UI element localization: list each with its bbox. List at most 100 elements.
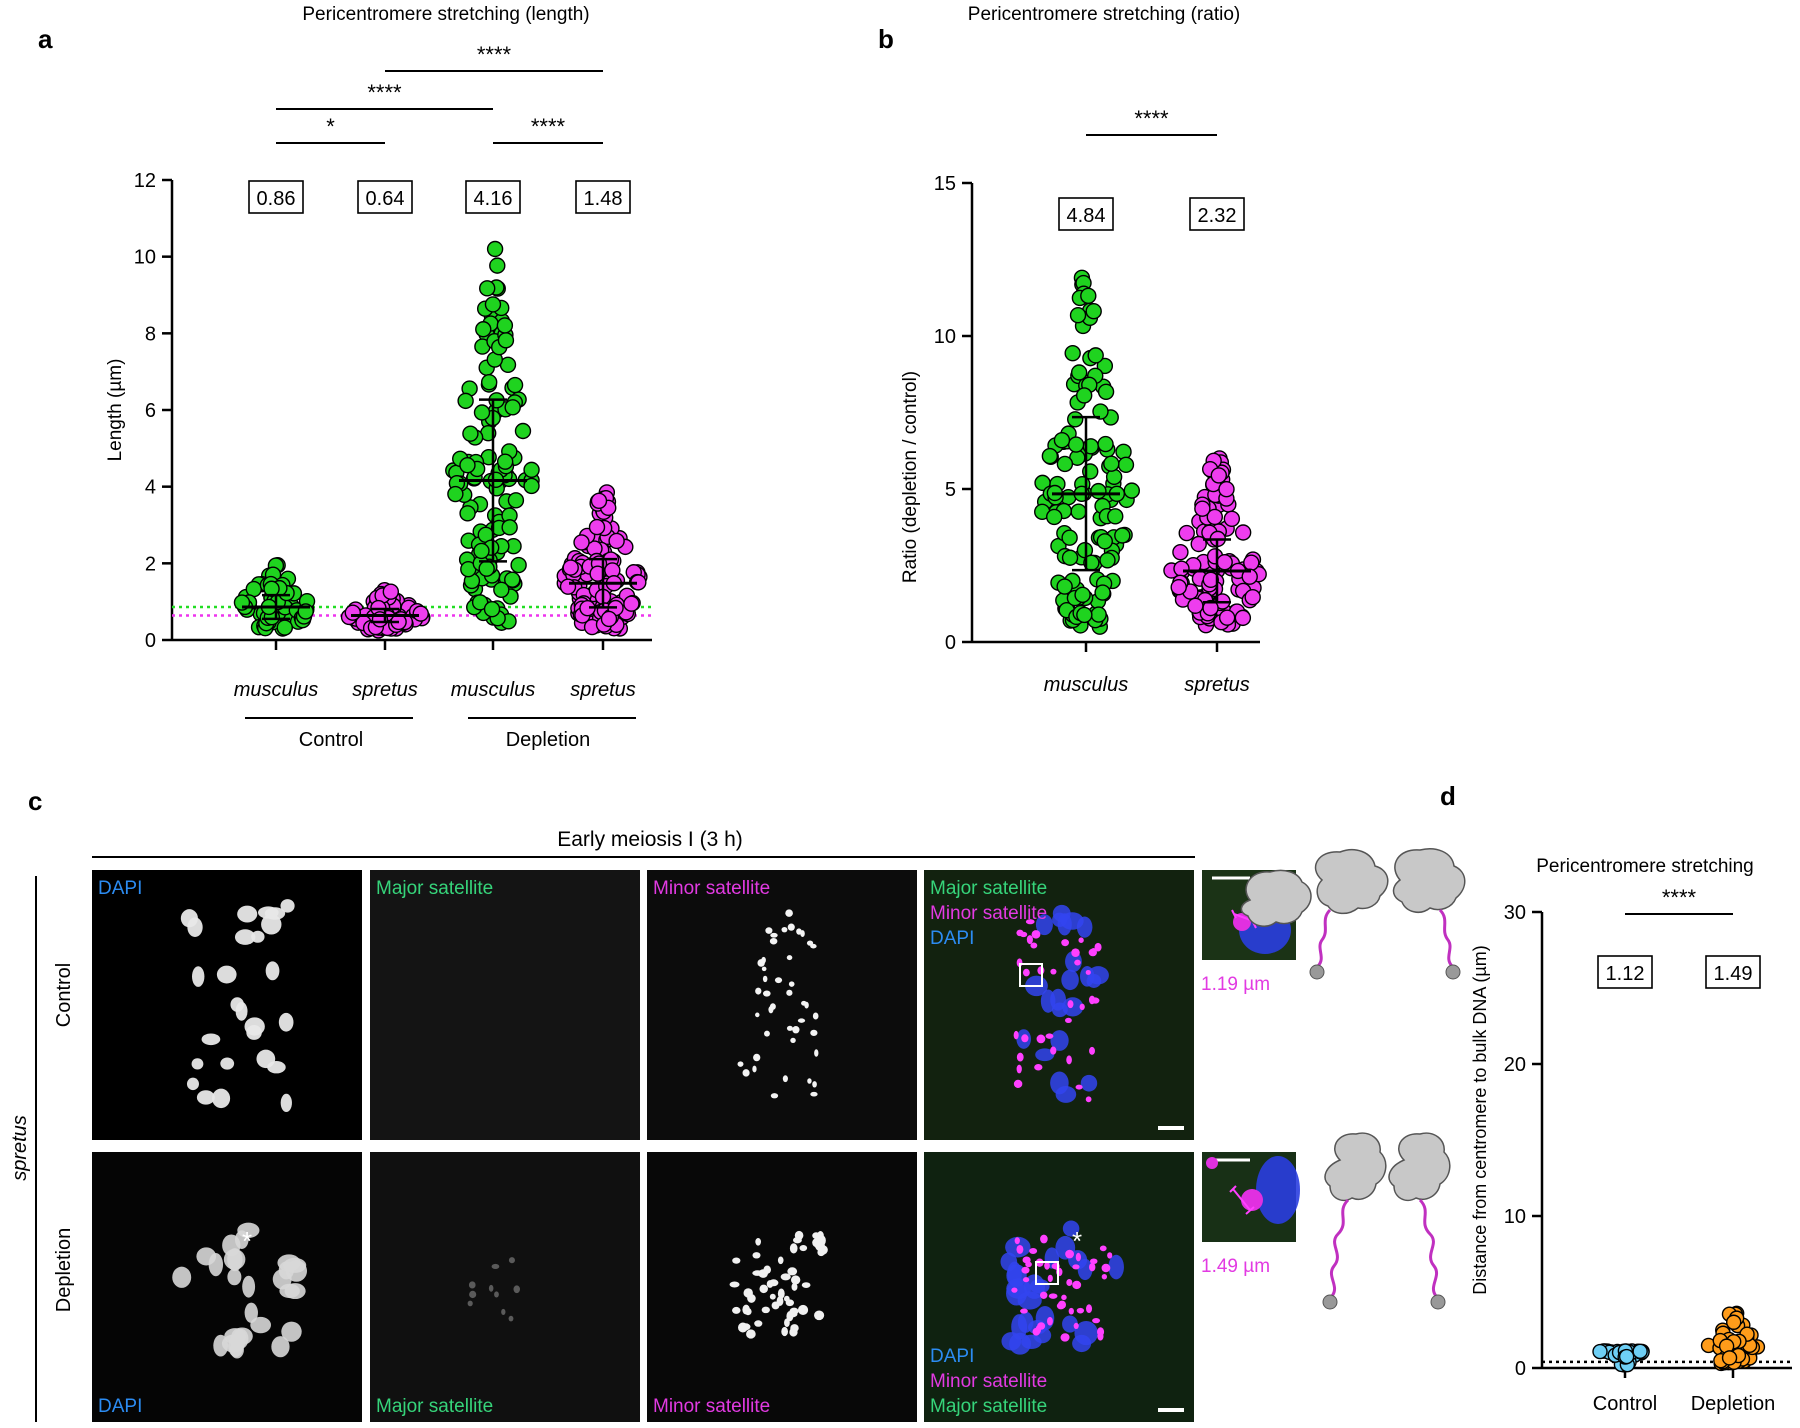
centromere-merge-spot (1067, 1000, 1074, 1009)
centromere-spot (752, 1252, 761, 1259)
chromosome-spot (224, 1328, 247, 1345)
y-tick-label: 0 (145, 630, 156, 652)
centromere-merge-spot (1092, 1317, 1101, 1324)
zoom-box-control (1019, 963, 1043, 987)
centromere-merge-spot (1026, 935, 1033, 945)
data-point (483, 600, 501, 618)
dna-spot (1061, 969, 1079, 991)
satellite-spot (488, 1284, 494, 1292)
dna-spot (1035, 1048, 1055, 1062)
data-point (1202, 599, 1219, 617)
image-control-minor (647, 870, 917, 1140)
data-point (623, 595, 640, 612)
centromere-spot (785, 909, 793, 917)
data-point (1592, 1343, 1608, 1360)
data-point (1187, 597, 1204, 614)
data-point (1123, 482, 1140, 499)
data-point (1092, 403, 1109, 420)
centromere-spot (792, 1025, 800, 1034)
chromosome-spot (196, 1247, 217, 1266)
centromere-merge-spot (1065, 1249, 1075, 1259)
data-point (479, 280, 496, 297)
dna-spot (1051, 1002, 1068, 1018)
image-depletion-minor (647, 1152, 917, 1422)
data-point (1107, 508, 1124, 525)
centromere-merge-spot (1101, 1263, 1111, 1273)
centromere-spot (791, 1283, 798, 1291)
y-tick-label: 4 (145, 477, 156, 499)
data-point (514, 422, 532, 440)
data-point (276, 619, 293, 636)
y-tick-label: 20 (1504, 1054, 1526, 1076)
data-point (462, 425, 479, 442)
centromere-spot (777, 1256, 784, 1265)
centromere-spot (759, 1284, 768, 1294)
dna-spot (1029, 1279, 1050, 1294)
centromere-merge-spot (1068, 1307, 1074, 1315)
centromere-spot (789, 1243, 798, 1254)
centromere-spot (761, 1306, 770, 1314)
chromosome-spot (187, 917, 203, 937)
data-point (1210, 467, 1228, 484)
chromosome-spot (277, 1254, 301, 1272)
data-point (590, 492, 608, 510)
data-point (484, 296, 502, 313)
centromere-merge-spot (1050, 968, 1057, 975)
image-depletion-dapi (92, 1152, 362, 1422)
centromere-spot (780, 1273, 791, 1281)
satellite-spot (491, 1263, 500, 1270)
category-label: Depletion (1691, 1393, 1776, 1415)
data-point (1721, 1350, 1738, 1366)
label-depletion-merge-minor: Minor satellite (930, 1371, 1047, 1392)
data-point (497, 332, 515, 349)
category-label: musculus (451, 679, 535, 701)
centromere-merge-spot (1016, 1052, 1024, 1062)
significance-label: **** (1662, 885, 1697, 910)
centromere-merge-spot (1020, 1308, 1028, 1314)
centromere-merge-spot (1039, 1291, 1048, 1299)
data-point (1218, 609, 1236, 626)
data-point (245, 580, 262, 598)
chromosome-spot (191, 1058, 204, 1070)
data-point (523, 477, 540, 495)
label-control-merge-minor: Minor satellite (930, 903, 1047, 924)
data-point (496, 453, 514, 470)
centromere-merge-spot (1088, 995, 1096, 1005)
panel-letter-a: a (38, 24, 53, 54)
mean-value-label: 1.48 (584, 188, 623, 210)
satellite-spot (508, 1257, 515, 1264)
centromere-spot (814, 1310, 825, 1321)
centromere-merge-spot (1097, 1332, 1104, 1341)
data-point (493, 581, 510, 599)
centromere-spot (786, 1025, 793, 1031)
centromere-merge-spot (1085, 969, 1091, 975)
centromere-merge-spot (1086, 1304, 1093, 1314)
data-point (1097, 435, 1114, 453)
satellite-spot (494, 1291, 499, 1298)
mean-value-box (1597, 955, 1653, 989)
centromere-spot (796, 928, 802, 935)
centromere-merge-spot (1011, 1287, 1018, 1293)
chromosome-spot (235, 1001, 248, 1021)
centromere-spot (810, 1091, 818, 1097)
centromere-merge-spot (1099, 1245, 1107, 1252)
data-point (504, 399, 521, 416)
chromosome-spot (192, 966, 205, 987)
centromere-merge-spot (1021, 1266, 1030, 1274)
data-point (1190, 535, 1207, 553)
mean-value-box (1705, 955, 1761, 989)
centromere-merge-spot (1040, 1234, 1048, 1244)
data-point (1090, 482, 1107, 500)
data-point (489, 257, 506, 274)
centromere-spot (764, 1030, 770, 1037)
mean-value-box (357, 180, 413, 214)
centromere-merge-spot (1074, 959, 1081, 966)
row-label-depletion: Depletion (53, 1228, 75, 1313)
centromere-merge-spot (1025, 1261, 1032, 1268)
asterisk-depletion-merge: * (1072, 1226, 1082, 1256)
chromosome-spot (265, 961, 280, 981)
y-tick-label: 10 (1504, 1206, 1526, 1228)
data-point (1096, 533, 1113, 550)
data-point (1061, 529, 1078, 546)
chromosome-spot (284, 1283, 306, 1300)
